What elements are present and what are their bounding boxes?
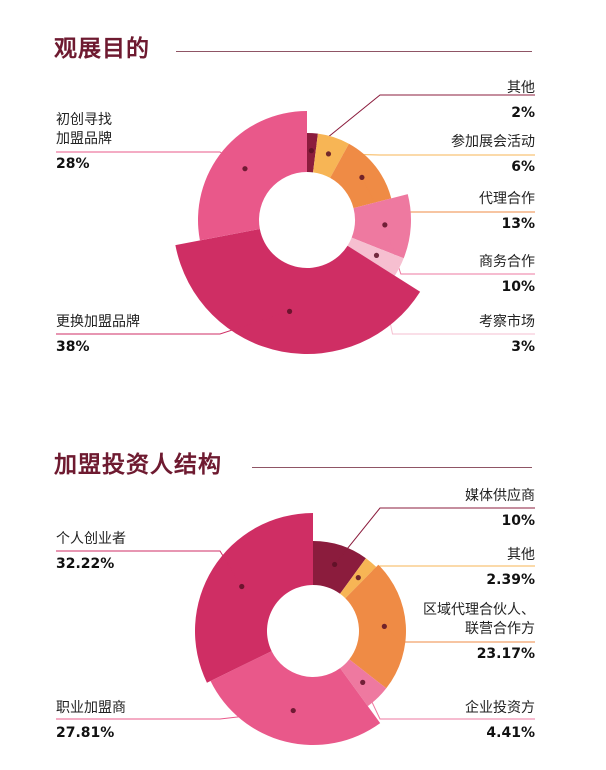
leader-line <box>358 565 535 579</box>
slice-value-label: 32.22% <box>56 556 114 572</box>
slice-label: 代理合作 <box>479 191 535 207</box>
slice-value-label: 28% <box>56 156 90 172</box>
slice-value-label: 38% <box>56 339 90 355</box>
section-title-viewing-purpose: 观展目的 <box>54 36 150 62</box>
slice-value-label: 6% <box>511 159 535 175</box>
leader-dot <box>286 308 293 314</box>
slice-label: 媒体供应商 <box>465 487 535 504</box>
leader-line <box>362 682 535 720</box>
slice-label: 更换加盟品牌 <box>56 313 140 330</box>
slice-label: 参加展会活动 <box>451 133 535 150</box>
slice-label: 区域代理合伙人、 <box>423 602 535 618</box>
title-divider <box>252 467 532 468</box>
donut-slice-0-1 <box>313 133 349 178</box>
slice-label: 其他 <box>507 547 535 563</box>
title-divider <box>176 51 532 52</box>
section-title-investor-structure: 加盟投资人结构 <box>54 452 222 478</box>
leader-line <box>56 151 246 170</box>
leader-dot <box>239 583 245 590</box>
donut-slice-1-2 <box>345 564 407 689</box>
slice-label: 加盟品牌 <box>56 130 112 147</box>
slice-value-label: 4.41% <box>486 725 535 741</box>
donut-slice-0-6 <box>198 110 307 241</box>
leader-line <box>334 507 535 565</box>
slice-value-label: 2.39% <box>486 572 535 588</box>
leader-dot <box>290 707 296 714</box>
slice-label: 个人创业者 <box>56 531 126 547</box>
slice-value-label: 27.81% <box>56 725 114 741</box>
donut-slice-1-4 <box>210 651 381 745</box>
leader-dot <box>381 623 387 629</box>
leader-line <box>384 224 535 275</box>
donut-slice-1-5 <box>194 513 313 683</box>
slice-value-label: 2% <box>511 105 535 121</box>
slice-label: 企业投资方 <box>465 699 535 716</box>
leader-dot <box>360 679 366 685</box>
slice-value-label: 10% <box>501 279 535 295</box>
slice-label: 初创寻找 <box>56 111 112 128</box>
leader-line <box>56 550 243 587</box>
leader-dot <box>308 148 314 154</box>
slice-label: 其他 <box>507 80 535 96</box>
slice-label: 考察市场 <box>479 313 535 330</box>
leader-line <box>311 94 535 152</box>
donut-slice-0-5 <box>175 228 421 354</box>
slice-value-label: 23.17% <box>477 646 535 662</box>
leader-dot <box>355 575 361 581</box>
leader-dot <box>373 252 380 259</box>
leader-dot <box>382 222 388 228</box>
leader-line <box>384 626 535 643</box>
slice-value-label: 13% <box>501 216 535 232</box>
leader-line <box>56 310 290 335</box>
slice-label: 商务合作 <box>479 254 535 270</box>
slice-value-label: 3% <box>511 339 535 355</box>
leader-line <box>56 710 294 720</box>
leader-dot <box>242 166 248 172</box>
donut-slice-1-0 <box>313 541 366 594</box>
slice-label: 职业加盟商 <box>56 700 126 716</box>
leader-dot <box>325 151 332 157</box>
leader-dot <box>359 174 365 181</box>
donut-slice-0-3 <box>351 194 411 259</box>
slice-label: 联营合作方 <box>465 621 535 637</box>
leader-dot <box>332 561 338 568</box>
slice-value-label: 10% <box>501 513 535 529</box>
